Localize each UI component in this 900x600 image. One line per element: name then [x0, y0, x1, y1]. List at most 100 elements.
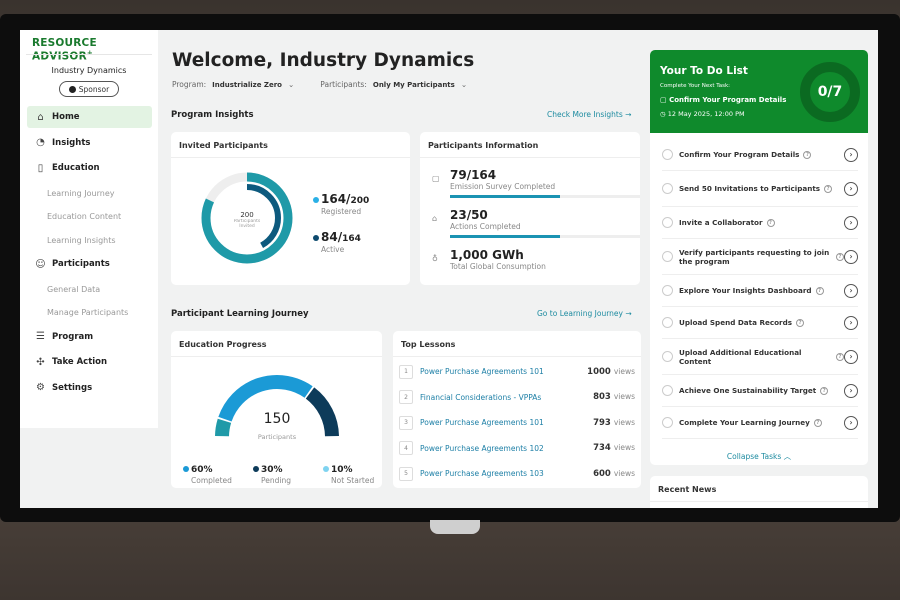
- program-select[interactable]: Industrialize Zero: [212, 80, 282, 89]
- help-icon[interactable]: ?: [820, 386, 829, 395]
- logo-mark: +: [86, 49, 93, 57]
- active-stat: 84/164 Active: [313, 226, 361, 254]
- sidebar-subitem[interactable]: Learning Journey: [47, 188, 115, 198]
- views-label: views: [613, 392, 635, 401]
- help-icon[interactable]: ?: [836, 352, 844, 361]
- sidebar-item[interactable]: ◔ Insights: [27, 132, 152, 154]
- todo-title: Your To Do List: [660, 65, 748, 77]
- go-to-learning-journey-link[interactable]: Go to Learning Journey →: [537, 309, 632, 318]
- help-icon[interactable]: ?: [836, 252, 844, 261]
- task-label: Verify participants requesting to join t…: [679, 247, 830, 266]
- sidebar-item[interactable]: ☰ Program: [27, 326, 152, 348]
- chevron-right-icon[interactable]: ›: [844, 215, 858, 230]
- arrow-right-icon: →: [625, 309, 632, 318]
- lesson-title[interactable]: Power Purchase Agreements 101: [420, 367, 544, 376]
- chevron-right-icon[interactable]: ›: [844, 283, 858, 298]
- sidebar-subitem[interactable]: Education Content: [47, 212, 122, 221]
- lesson-rank: 4: [399, 441, 413, 455]
- task-checkbox[interactable]: [662, 149, 673, 160]
- registered-label: Registered: [321, 207, 362, 216]
- participants-information-card: Participants Information ▢ 79/164 Emission…: [420, 132, 640, 285]
- due-date: ◷ 12 May 2025, 12:00 PM: [660, 110, 745, 118]
- progress-fill: [450, 195, 561, 198]
- todo-task[interactable]: Upload Spend Data Records? ›: [662, 307, 858, 339]
- sidebar-item-label: Home: [52, 112, 80, 122]
- info-value: 79/164: [450, 168, 497, 182]
- logo[interactable]: RESOURCE ADVISOR+: [32, 37, 158, 63]
- insights-icon: ◔: [36, 137, 45, 148]
- chevron-right-icon[interactable]: ›: [844, 383, 858, 398]
- active-label: Active: [321, 245, 345, 254]
- task-checkbox[interactable]: [662, 351, 673, 362]
- task-checkbox[interactable]: [662, 317, 673, 328]
- todo-task[interactable]: Confirm Your Program Details? ›: [662, 139, 858, 171]
- check-more-insights-link[interactable]: Check More Insights →: [547, 110, 631, 119]
- link-label: Go to Learning Journey: [537, 309, 623, 318]
- sidebar-item[interactable]: ☺ Participants: [27, 253, 152, 275]
- home-icon: ⌂: [37, 111, 44, 123]
- task-label: Achieve One Sustainability Target: [679, 386, 817, 395]
- chevron-right-icon[interactable]: ›: [844, 415, 858, 430]
- legend-value: 10%: [331, 465, 353, 475]
- sidebar-subitem[interactable]: General Data: [47, 284, 101, 294]
- lesson-row[interactable]: 1 Power Purchase Agreements 101 1000 views: [399, 359, 635, 384]
- todo-task[interactable]: Invite a Collaborator? ›: [662, 207, 858, 239]
- lesson-title[interactable]: Power Purchase Agreements 101: [420, 418, 544, 427]
- puzzle-icon: ✣: [36, 356, 45, 368]
- chevron-right-icon[interactable]: ›: [844, 147, 858, 162]
- collapse-tasks-button[interactable]: Collapse Tasks ︿: [650, 451, 868, 462]
- todo-task[interactable]: Verify participants requesting to join t…: [662, 239, 858, 275]
- task-checkbox[interactable]: [662, 385, 673, 396]
- card-title: Invited Participants: [171, 132, 410, 158]
- todo-task[interactable]: Achieve One Sustainability Target? ›: [662, 375, 858, 407]
- task-checkbox[interactable]: [662, 251, 673, 262]
- chevron-right-icon[interactable]: ›: [844, 181, 858, 196]
- sidebar-subitem[interactable]: Manage Participants: [47, 308, 129, 317]
- org-name: Industry Dynamics: [51, 66, 127, 75]
- task-checkbox[interactable]: [662, 285, 673, 296]
- chevron-right-icon[interactable]: ›: [844, 349, 858, 364]
- lesson-title[interactable]: Power Purchase Agreements 102: [420, 443, 544, 453]
- todo-task[interactable]: Send 50 Invitations to Participants? ›: [662, 171, 858, 207]
- info-icon: ♁: [432, 254, 438, 263]
- help-icon[interactable]: ?: [824, 184, 833, 193]
- lesson-row[interactable]: 5 Power Purchase Agreements 103 600 views: [399, 461, 635, 486]
- task-checkbox[interactable]: [662, 217, 673, 228]
- legend-value: 60%: [191, 465, 213, 475]
- education-progress-card: Education Progress 150 Participants 60% C…: [171, 331, 382, 488]
- card-title: Top Lessons: [393, 331, 641, 357]
- todo-task[interactable]: Complete Your Learning Journey? ›: [662, 407, 858, 439]
- participants-select[interactable]: Only My Participants: [372, 80, 455, 89]
- next-task-link[interactable]: ▢ Confirm Your Program Details: [660, 96, 786, 104]
- views-label: views: [613, 443, 635, 452]
- chevron-down-icon[interactable]: ⌄: [460, 80, 468, 89]
- lesson-row[interactable]: 2 Financial Considerations - VPPAs 803 vie…: [399, 385, 635, 410]
- filters: Program: Industrialize Zero ⌄ Participant…: [172, 80, 467, 89]
- help-icon[interactable]: ?: [766, 218, 775, 227]
- todo-task[interactable]: Upload Additional Educational Content? ›: [662, 339, 858, 375]
- legend-item: 30% Pending: [253, 457, 291, 485]
- task-label: Upload Spend Data Records: [679, 318, 793, 327]
- lesson-row[interactable]: 4 Power Purchase Agreements 102 734 views: [399, 436, 635, 461]
- chevron-right-icon[interactable]: ›: [844, 315, 858, 330]
- help-icon[interactable]: ?: [803, 150, 812, 159]
- todo-task[interactable]: Explore Your Insights Dashboard? ›: [662, 275, 858, 307]
- chevron-right-icon[interactable]: ›: [844, 249, 858, 264]
- sidebar-item[interactable]: ⌂ Home: [27, 106, 152, 128]
- sidebar-item[interactable]: ⚙ Settings: [27, 377, 152, 399]
- task-checkbox[interactable]: [662, 183, 673, 194]
- help-icon[interactable]: ?: [815, 286, 824, 295]
- sidebar-subitem[interactable]: Learning Insights: [47, 235, 116, 245]
- lesson-row[interactable]: 3 Power Purchase Agreements 101 793 views: [399, 410, 635, 435]
- arrow-right-icon: →: [625, 110, 632, 119]
- sidebar-item[interactable]: ✣ Take Action: [27, 351, 152, 373]
- chevron-down-icon[interactable]: ⌄: [287, 80, 295, 89]
- help-icon[interactable]: ?: [796, 318, 805, 327]
- lesson-title[interactable]: Financial Considerations - VPPAs: [420, 392, 542, 402]
- divider: [26, 54, 152, 55]
- sidebar-item[interactable]: ▯ Education: [27, 157, 152, 179]
- registered-total: 200: [350, 196, 370, 206]
- lesson-title[interactable]: Power Purchase Agreements 103: [420, 469, 544, 478]
- help-icon[interactable]: ?: [813, 418, 822, 427]
- task-checkbox[interactable]: [662, 417, 673, 428]
